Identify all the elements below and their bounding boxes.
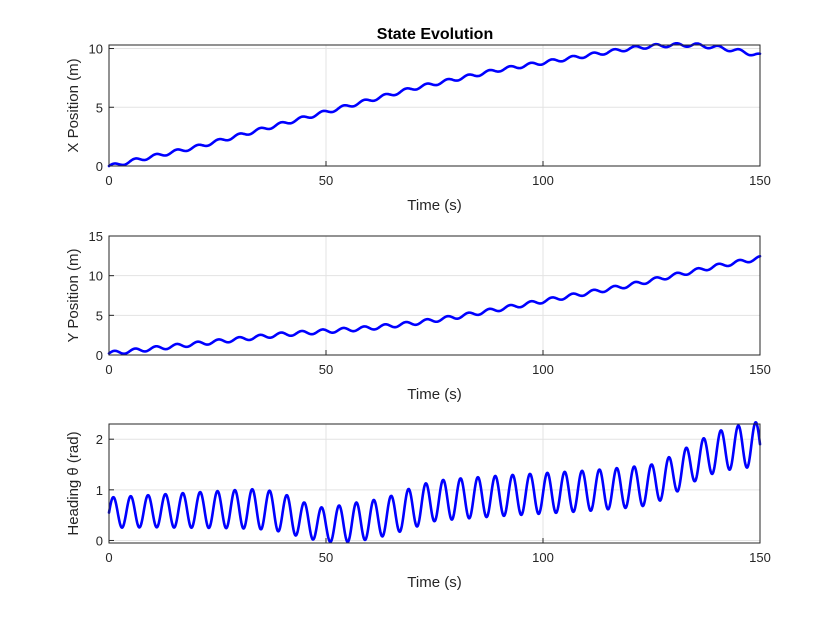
figure-title: State Evolution — [377, 26, 493, 43]
series-line — [107, 420, 762, 544]
y-tick-label: 5 — [96, 100, 103, 115]
x-tick-label: 150 — [749, 550, 771, 565]
x-tick-label: 100 — [532, 173, 554, 188]
y-axis-label: Heading θ (rad) — [65, 431, 82, 535]
axes-box — [108, 44, 761, 167]
y-tick-label: 2 — [96, 432, 103, 447]
grid — [108, 235, 761, 356]
subplot-x-position: 0 50 100 150 0 5 10 Time (s) X Position (m) — [65, 42, 771, 214]
x-tick-label: 100 — [532, 550, 554, 565]
y-tick-label: 0 — [96, 533, 103, 548]
series — [107, 41, 762, 168]
series-line — [107, 254, 762, 356]
y-tick-label: 5 — [96, 308, 103, 323]
axes-box — [108, 423, 761, 544]
x-axis-label: Time (s) — [407, 197, 461, 214]
ticks: 0 50 100 150 0 5 10 15 — [89, 229, 771, 377]
series — [107, 254, 762, 356]
series — [107, 420, 762, 544]
ticks: 0 50 100 150 0 1 2 — [96, 432, 771, 565]
grid — [108, 45, 761, 167]
y-tick-label: 1 — [96, 483, 103, 498]
x-tick-label: 0 — [105, 173, 112, 188]
x-tick-label: 150 — [749, 173, 771, 188]
ticks: 0 50 100 150 0 5 10 — [89, 42, 771, 188]
y-tick-label: 0 — [96, 159, 103, 174]
axes-box — [108, 235, 761, 356]
y-tick-label: 10 — [89, 269, 103, 284]
x-tick-label: 50 — [319, 173, 333, 188]
x-axis-label: Time (s) — [407, 386, 461, 403]
y-tick-label: 0 — [96, 348, 103, 363]
y-axis-label: Y Position (m) — [65, 249, 82, 343]
x-tick-label: 100 — [532, 362, 554, 377]
x-axis-label: Time (s) — [407, 574, 461, 591]
y-tick-label: 10 — [89, 42, 103, 57]
x-tick-label: 50 — [319, 362, 333, 377]
y-axis-label: X Position (m) — [65, 58, 82, 152]
subplot-y-position: 0 50 100 150 0 5 10 15 Time (s) Y Position (m) — [65, 229, 771, 403]
subplot-heading: 0 50 100 150 0 1 2 Time (s) Heading θ (rad) — [65, 420, 771, 591]
y-tick-label: 15 — [89, 229, 103, 244]
x-tick-label: 150 — [749, 362, 771, 377]
series-line — [107, 41, 762, 168]
x-tick-label: 50 — [319, 550, 333, 565]
x-tick-label: 0 — [105, 550, 112, 565]
x-tick-label: 0 — [105, 362, 112, 377]
